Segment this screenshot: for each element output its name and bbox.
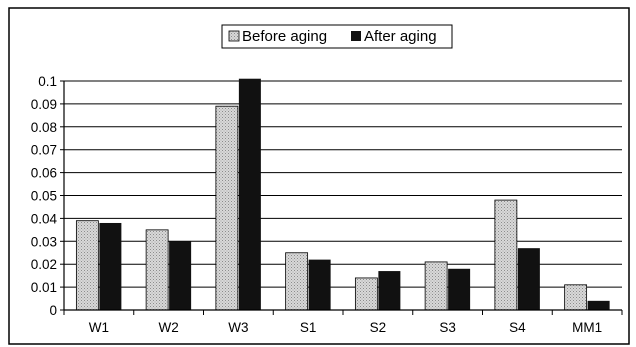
y-tick-label: 0.1 <box>38 74 57 89</box>
bar-before-aging <box>494 199 518 311</box>
bar-before-aging <box>145 229 169 311</box>
x-tick-label: MM1 <box>572 320 602 335</box>
x-tick-label: S4 <box>509 320 526 335</box>
bar-after-aging <box>517 248 540 310</box>
x-tick-label: W3 <box>228 320 248 335</box>
legend-swatch-before <box>228 30 240 42</box>
x-axis-ticks: W1 W2 W3 S1 S2 S3 S4 MM1 <box>63 310 623 335</box>
bar-after-aging <box>169 241 192 310</box>
y-tick-label: 0.08 <box>31 120 57 135</box>
bar-after-aging <box>448 268 471 310</box>
y-tick-label: 0.05 <box>31 189 57 204</box>
bar-before-aging <box>354 277 378 311</box>
bar-before-aging <box>75 220 99 311</box>
x-tick-label: W1 <box>89 320 109 335</box>
y-tick-label: 0.07 <box>31 143 57 158</box>
y-tick-label: 0.09 <box>31 97 57 112</box>
x-tick-label: S3 <box>439 320 456 335</box>
bar-after-aging <box>238 78 261 311</box>
bar-after-aging <box>378 271 401 310</box>
bar-before-aging <box>215 105 239 311</box>
legend-box <box>221 24 453 49</box>
y-tick-label: 0.06 <box>31 166 57 181</box>
legend: Before aging After aging <box>221 24 453 49</box>
y-tick-label: 0 <box>49 303 57 318</box>
bar-before-aging <box>424 261 448 311</box>
y-tick-label: 0.02 <box>31 257 57 272</box>
x-tick-label: W2 <box>159 320 179 335</box>
chart-frame <box>8 7 630 345</box>
legend-label-before: Before aging <box>242 28 327 45</box>
y-tick-label: 0.04 <box>31 211 58 226</box>
bar-before-aging <box>564 284 588 311</box>
y-tick-label: 0.01 <box>31 280 57 295</box>
bars <box>75 78 610 311</box>
y-tick-label: 0.03 <box>31 234 57 249</box>
x-tick-label: S2 <box>370 320 387 335</box>
y-axis-ticks: 0 0.01 0.02 0.03 0.04 0.05 0.06 0.07 0.08 0.09 0.1 <box>31 74 64 318</box>
bar-after-aging <box>99 222 122 310</box>
bar-after-aging <box>587 300 610 310</box>
x-tick-label: S1 <box>300 320 317 335</box>
bar-before-aging <box>285 252 309 311</box>
bar-after-aging <box>308 259 331 310</box>
legend-swatch-after <box>351 31 361 41</box>
legend-label-after: After aging <box>364 28 437 45</box>
